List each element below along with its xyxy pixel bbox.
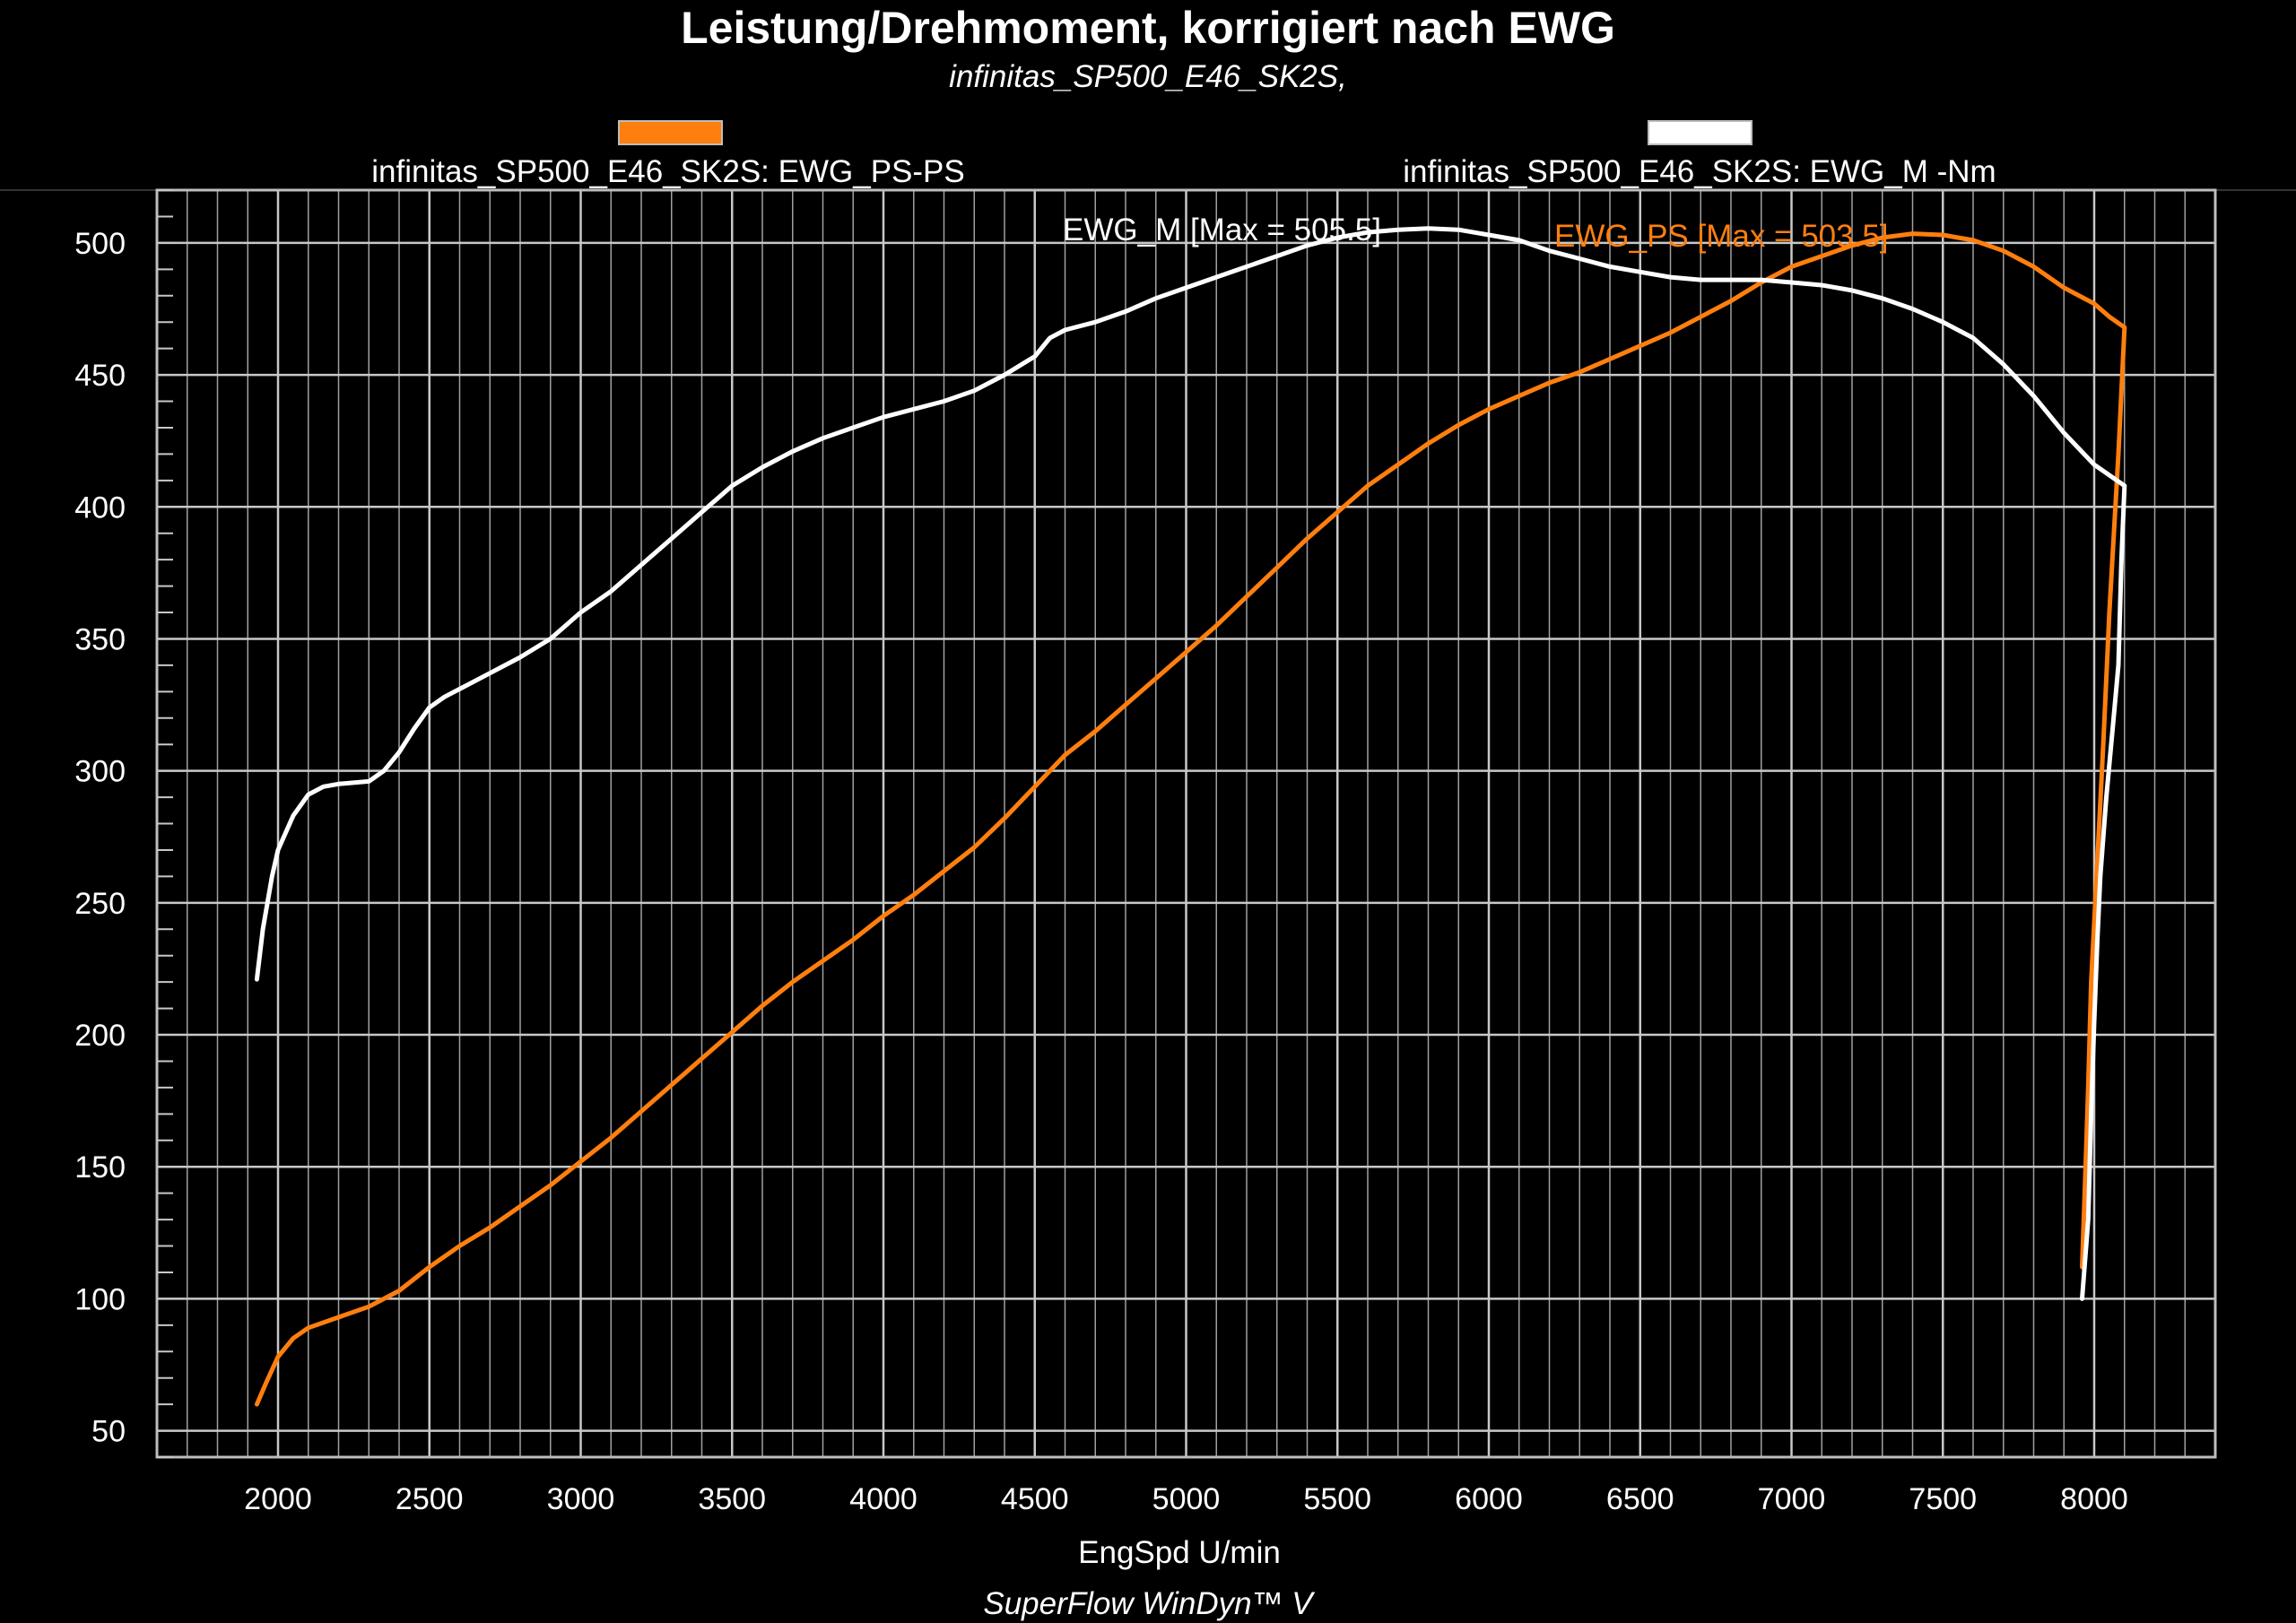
y-tick-label: 50 bbox=[91, 1415, 126, 1449]
x-tick-label: 6500 bbox=[1606, 1482, 1674, 1516]
y-tick-label: 500 bbox=[74, 227, 126, 261]
x-tick-label: 7000 bbox=[1758, 1482, 1826, 1516]
legend-label-torque: infinitas_SP500_E46_SK2S: EWG_M -Nm bbox=[1403, 154, 1996, 189]
legend-label-power: infinitas_SP500_E46_SK2S: EWG_PS-PS bbox=[371, 154, 964, 189]
x-tick-label: 4000 bbox=[849, 1482, 918, 1516]
chart-subtitle: infinitas_SP500_E46_SK2S, bbox=[949, 59, 1347, 94]
series-line-power bbox=[254, 231, 2127, 1407]
annotation-power-max: EWG_PS [Max = 503.5] bbox=[1554, 219, 1889, 254]
x-axis: 2000 2500 3000 3500 4000 4500 5000 5500 6000 6500… bbox=[244, 1482, 2128, 1516]
series-line-torque bbox=[254, 226, 2127, 1301]
x-tick-label: 2000 bbox=[244, 1482, 312, 1516]
x-tick-label: 6000 bbox=[1455, 1482, 1523, 1516]
x-tick-label: 4500 bbox=[1001, 1482, 1069, 1516]
legend-swatch-torque bbox=[1648, 120, 1752, 145]
x-tick-label: 3500 bbox=[698, 1482, 766, 1516]
chart-title: Leistung/Drehmoment, korrigiert nach EWG bbox=[681, 3, 1615, 53]
y-axis: 50 100 150 200 250 300 350 400 450 500 bbox=[74, 189, 182, 1458]
x-tick-label: 7500 bbox=[1909, 1482, 1977, 1516]
x-tick-label: 8000 bbox=[2060, 1482, 2128, 1516]
y-tick-label: 300 bbox=[74, 755, 126, 789]
x-tick-label: 5000 bbox=[1152, 1482, 1221, 1516]
x-tick-label: 3000 bbox=[547, 1482, 615, 1516]
x-tick-label: 5500 bbox=[1303, 1482, 1371, 1516]
major-grid bbox=[157, 190, 2215, 1457]
y-tick-label: 200 bbox=[74, 1019, 126, 1053]
y-tick-label: 400 bbox=[74, 490, 126, 525]
x-axis-label: EngSpd U/min bbox=[1078, 1535, 1281, 1570]
y-tick-label: 450 bbox=[74, 359, 126, 393]
y-tick-label: 150 bbox=[74, 1150, 126, 1185]
footer-text: SuperFlow WinDyn™ V bbox=[983, 1586, 1316, 1621]
y-tick-label: 100 bbox=[74, 1282, 126, 1316]
annotation-torque-max: EWG_M [Max = 505.5] bbox=[1063, 213, 1381, 247]
x-tick-label: 2500 bbox=[396, 1482, 464, 1516]
y-tick-label: 350 bbox=[74, 622, 126, 656]
legend-swatch-power bbox=[618, 120, 723, 145]
y-tick-label: 250 bbox=[74, 887, 126, 921]
